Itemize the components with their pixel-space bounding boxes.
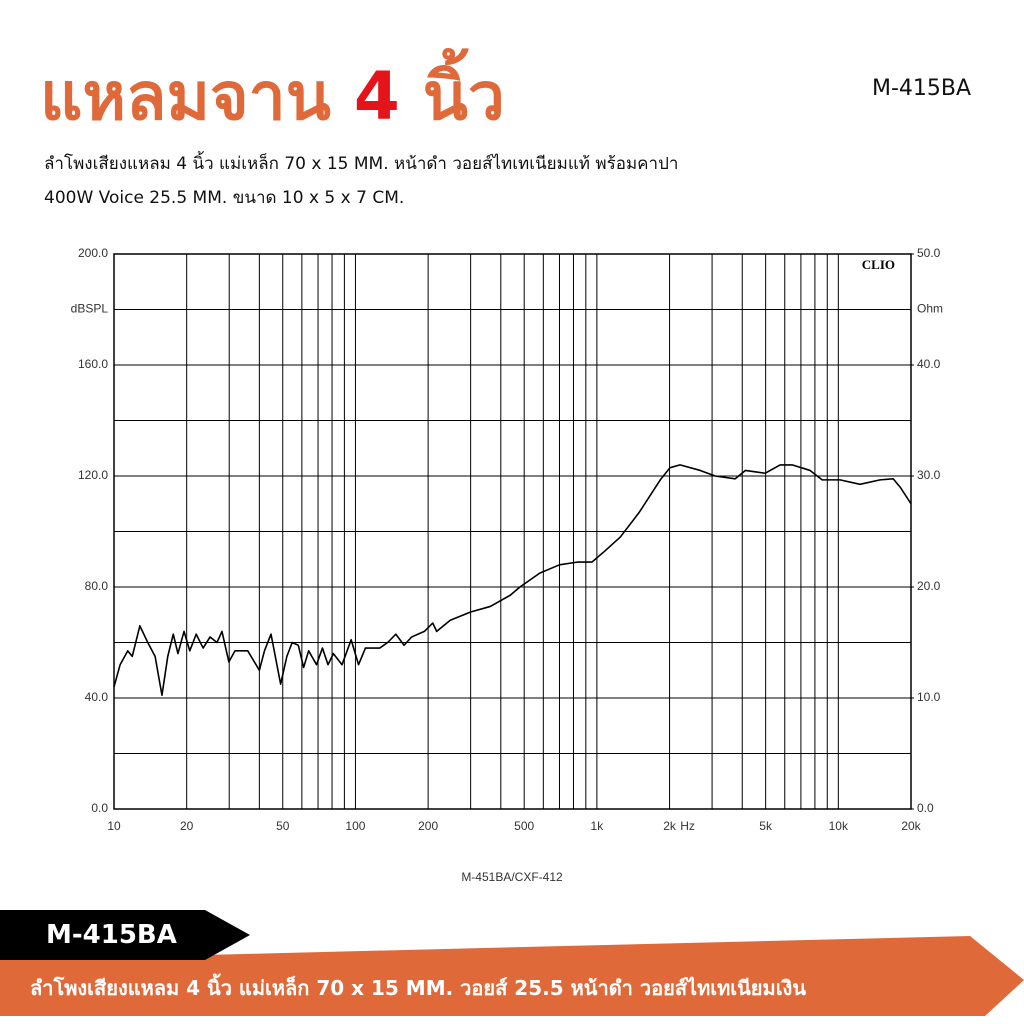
x-tick-label: 1k (591, 819, 605, 833)
x-tick-label: 2k (663, 819, 677, 833)
y2-tick-label: 10.0 (917, 690, 941, 704)
x-tick-label: 5k (759, 819, 773, 833)
model: M-415BA (872, 76, 972, 101)
y2-tick-label: 20.0 (917, 579, 941, 593)
x-tick-label: 20k (901, 819, 921, 833)
x-tick-label: 10k (829, 819, 849, 833)
caption: M-451BA/CXF-412 (461, 870, 563, 884)
y-tick-label: 160.0 (78, 357, 108, 371)
y-tick-label: 80.0 (85, 579, 109, 593)
banner-tag: M-415BA (0, 910, 250, 960)
x-tick-label: 20 (180, 819, 194, 833)
y-tick-label: 200.0 (78, 246, 108, 260)
x-tick-label: 200 (418, 819, 438, 833)
description: ลำโพงเสียงแหลม 4 นิ้ว แม่เหล็ก 70 x 15 M… (44, 154, 679, 174)
plot-frame (113, 253, 912, 810)
y2-tick-label: 30.0 (917, 468, 941, 482)
description: 400W Voice 25.5 MM. ขนาด 10 x 5 x 7 CM. (44, 188, 405, 208)
y-tick-label: 0.0 (91, 801, 108, 815)
x-axis-label: Hz (680, 819, 695, 833)
brand: CLIO (862, 257, 895, 272)
banner-text: ลำโพงเสียงแหลม 4 นิ้ว แม่เหล็ก 70 x 15 M… (30, 976, 806, 1000)
y2-tick-label: 50.0 (917, 246, 941, 260)
y-tick-label: 120.0 (78, 468, 108, 482)
x-tick-label: 500 (514, 819, 534, 833)
x-tick-label: 50 (276, 819, 290, 833)
y2-tick-label: 0.0 (917, 801, 934, 815)
chart: CLIO M-451BA/CXF-412 0.0 40.0 80.0 120.0 160… (71, 246, 943, 884)
y-tick-label: 40.0 (85, 690, 109, 704)
headline-part: 4 (353, 58, 400, 135)
x-tick-label: 100 (345, 819, 365, 833)
headline-part: แหลมจาน (40, 58, 331, 135)
response-curve (113, 464, 912, 697)
headline-part: นิ้ว (422, 58, 505, 135)
y2-axis-label: Ohm (917, 302, 943, 316)
y-axis-label: dBSPL (71, 302, 109, 316)
x-tick-label: 10 (107, 819, 121, 833)
headline: แหลมจาน 4 นิ้ว (40, 52, 505, 142)
y2-tick-label: 40.0 (917, 357, 941, 371)
